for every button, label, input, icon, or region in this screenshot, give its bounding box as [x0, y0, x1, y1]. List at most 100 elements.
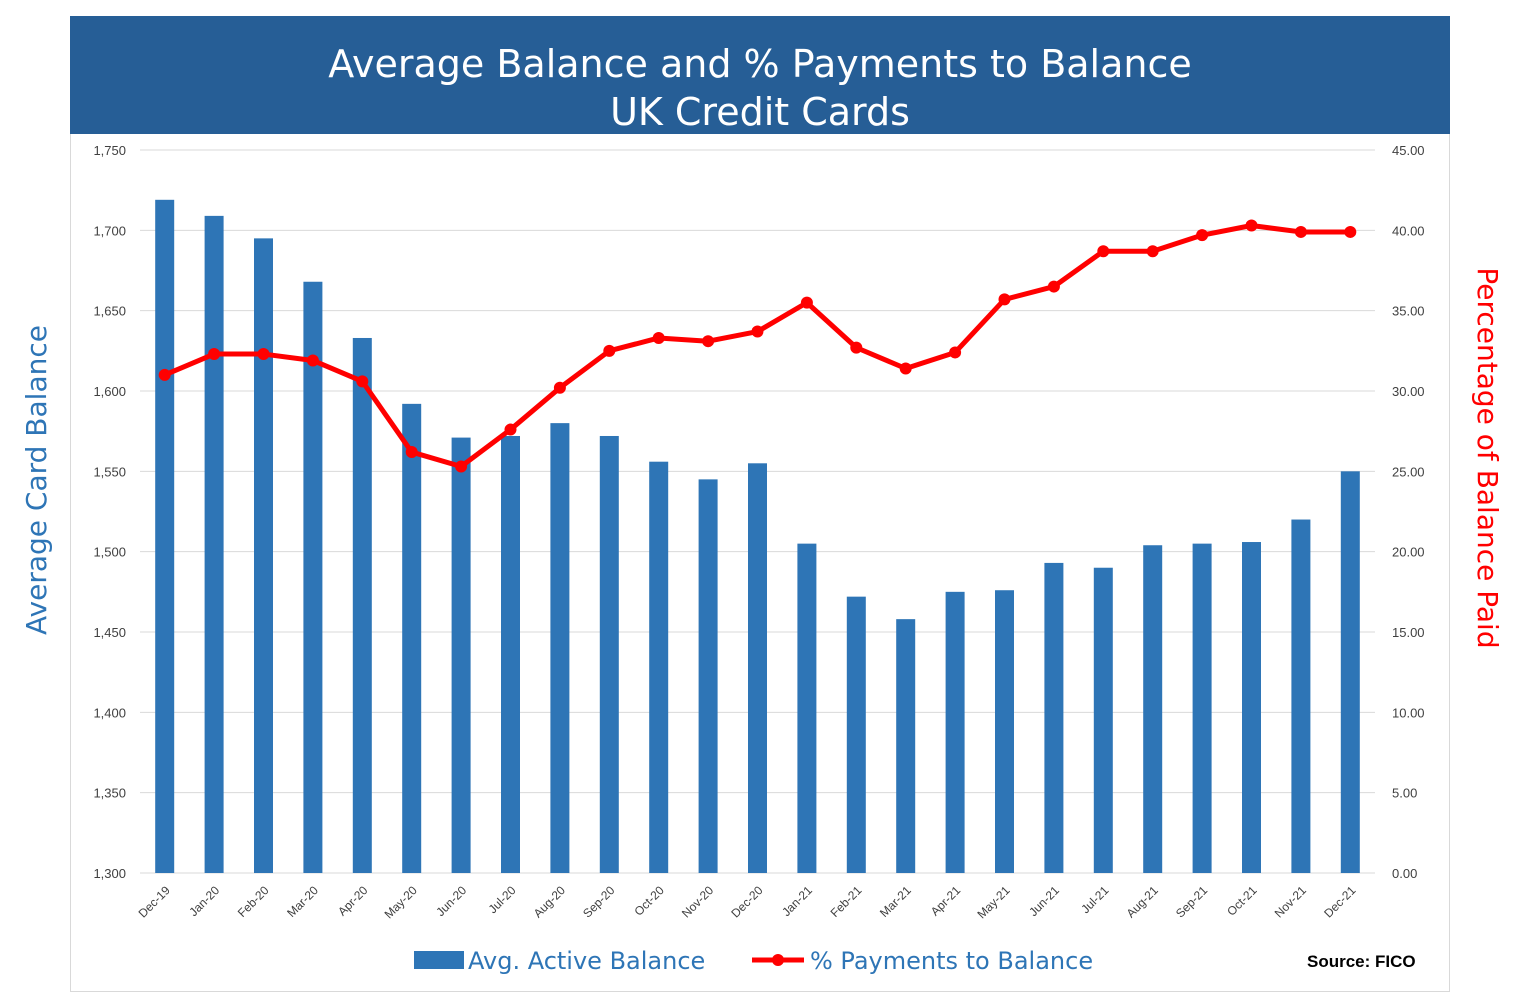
right-tick-label: 15.00 [1392, 625, 1425, 640]
line-series [158, 219, 1357, 473]
right-tick-label: 25.00 [1392, 464, 1425, 479]
point-Nov-20 [702, 335, 715, 348]
x-axis-ticks: Dec-19 Jan-20 Feb-20 Mar-20 Apr-20 May-20 Jun-… [136, 883, 1359, 921]
bar-Jan-21 [797, 543, 817, 873]
left-tick-label: 1,550 [93, 464, 126, 479]
right-axis-label: Percentage of Balance Paid [1471, 267, 1504, 648]
bar-Dec-21 [1340, 471, 1360, 873]
x-tick-label: Dec-21 [1321, 883, 1358, 920]
chart-subtitle: UK Credit Cards [610, 90, 910, 134]
point-May-21 [998, 293, 1011, 306]
left-axis-ticks: 1,300 1,350 1,400 1,450 1,500 1,550 1,600 1,650… [93, 143, 126, 881]
bar-Oct-20 [649, 461, 669, 873]
bar-Jun-21 [1044, 562, 1064, 873]
point-Dec-21 [1344, 225, 1357, 238]
x-tick-label: Oct-20 [631, 883, 667, 919]
x-tick-label: Aug-20 [531, 883, 568, 920]
source-note: Source: FICO [1307, 952, 1416, 971]
x-tick-label: Apr-21 [928, 883, 964, 919]
bar-Apr-20 [352, 337, 372, 874]
bar-Sep-20 [599, 435, 619, 873]
point-Oct-21 [1245, 219, 1258, 232]
point-Feb-21 [850, 341, 863, 354]
point-Sep-20 [603, 344, 616, 357]
legend-bar-label: Avg. Active Balance [468, 947, 705, 975]
payments-line [163, 223, 1351, 470]
point-Jan-20 [208, 348, 221, 361]
legend-line-marker [772, 954, 784, 966]
x-tick-label: May-21 [974, 883, 1012, 921]
left-axis-label: Average Card Balance [20, 325, 53, 635]
right-tick-label: 45.00 [1392, 143, 1425, 158]
left-tick-label: 1,400 [93, 705, 126, 720]
x-tick-label: Dec-20 [728, 883, 765, 920]
x-tick-label: Oct-21 [1224, 883, 1260, 919]
bar-Mar-21 [896, 619, 916, 873]
legend: Avg. Active Balance % Payments to Balanc… [414, 947, 1093, 975]
point-Jan-21 [800, 296, 813, 309]
bar-Feb-20 [254, 238, 273, 873]
right-tick-label: 40.00 [1392, 223, 1425, 238]
right-tick-label: 35.00 [1392, 304, 1425, 319]
point-Jul-21 [1097, 245, 1110, 258]
right-axis-ticks: 0.00 5.00 10.00 15.00 20.00 25.00 30.00 35.00 40… [1392, 143, 1425, 881]
bar-Apr-21 [945, 591, 965, 873]
right-tick-label: 20.00 [1392, 545, 1425, 560]
point-Aug-21 [1146, 245, 1159, 258]
right-tick-label: 10.00 [1392, 705, 1425, 720]
point-Mar-21 [899, 362, 912, 375]
x-tick-label: May-20 [382, 883, 420, 921]
title-banner: Average Balance and % Payments to Balanc… [70, 16, 1450, 134]
point-Feb-20 [257, 348, 270, 361]
x-tick-label: Sep-21 [1173, 883, 1210, 920]
x-tick-label: Mar-21 [877, 883, 914, 920]
bar-May-20 [402, 403, 422, 873]
point-Sep-21 [1196, 229, 1209, 242]
bar-May-21 [995, 590, 1014, 873]
point-Apr-20 [356, 375, 369, 388]
x-tick-label: Nov-20 [679, 883, 716, 920]
left-tick-label: 1,300 [93, 866, 126, 881]
left-tick-label: 1,450 [93, 625, 126, 640]
left-tick-label: 1,750 [93, 143, 126, 158]
bar-Sep-21 [1192, 543, 1212, 873]
bar-Jan-20 [204, 215, 224, 873]
point-Aug-20 [553, 381, 566, 394]
left-tick-label: 1,700 [93, 223, 126, 238]
bar-Feb-21 [846, 596, 866, 873]
bar-Aug-20 [550, 423, 570, 873]
bar-Mar-20 [303, 281, 323, 873]
point-Jun-21 [1047, 280, 1060, 293]
bar-Jul-21 [1093, 567, 1113, 873]
bar-Nov-21 [1291, 519, 1311, 873]
bar-Nov-20 [698, 479, 718, 873]
left-tick-label: 1,350 [93, 786, 126, 801]
bar-Jul-20 [501, 435, 520, 873]
left-tick-label: 1,600 [93, 384, 126, 399]
bar-Dec-20 [748, 463, 767, 873]
right-tick-label: 5.00 [1392, 786, 1417, 801]
chart-title: Average Balance and % Payments to Balanc… [328, 42, 1192, 86]
point-Dec-20 [751, 325, 764, 338]
x-tick-label: Feb-21 [828, 883, 865, 920]
legend-line-label: % Payments to Balance [810, 947, 1093, 975]
bar-Jun-20 [451, 437, 471, 873]
point-May-20 [405, 446, 418, 459]
x-tick-label: Jun-20 [433, 883, 469, 919]
point-Apr-21 [949, 346, 962, 359]
point-Mar-20 [306, 354, 319, 367]
x-tick-label: Jun-21 [1026, 883, 1062, 919]
point-Jul-20 [504, 423, 517, 436]
x-tick-label: Feb-20 [235, 883, 272, 920]
x-tick-label: Dec-19 [136, 883, 173, 920]
x-tick-label: Jul-20 [486, 883, 519, 916]
legend-bar-swatch [414, 951, 464, 969]
point-Dec-19 [158, 368, 171, 381]
right-tick-label: 0.00 [1392, 866, 1417, 881]
x-tick-label: Sep-20 [580, 883, 617, 920]
point-Oct-20 [652, 331, 665, 344]
x-tick-label: Jan-21 [779, 883, 815, 919]
x-tick-label: Nov-21 [1272, 883, 1309, 920]
x-tick-label: Apr-20 [335, 883, 371, 919]
